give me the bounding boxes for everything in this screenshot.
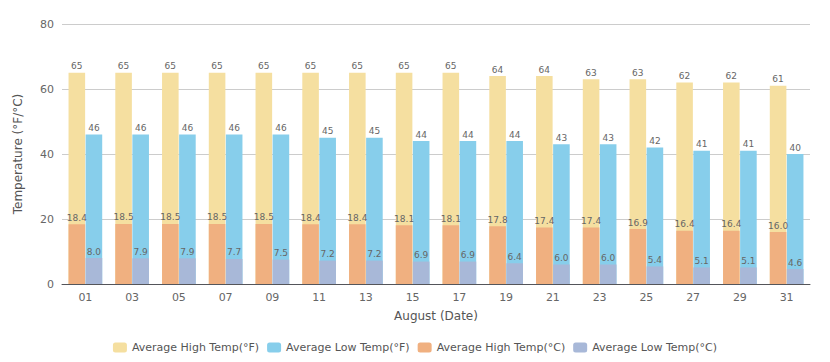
svg-text:6.9: 6.9 <box>461 250 476 260</box>
svg-text:16.0: 16.0 <box>768 221 788 231</box>
svg-text:65: 65 <box>118 61 129 71</box>
svg-text:Average High Temp(°F): Average High Temp(°F) <box>132 341 259 354</box>
svg-text:7.2: 7.2 <box>321 249 335 259</box>
svg-text:41: 41 <box>696 139 707 149</box>
svg-text:46: 46 <box>228 123 240 133</box>
svg-text:46: 46 <box>275 123 287 133</box>
svg-text:80: 80 <box>40 18 54 31</box>
svg-text:60: 60 <box>40 83 54 96</box>
svg-text:42: 42 <box>649 136 660 146</box>
svg-text:27: 27 <box>686 291 700 304</box>
svg-text:43: 43 <box>602 133 613 143</box>
svg-text:Average Low Temp(°C): Average Low Temp(°C) <box>592 341 717 354</box>
svg-text:41: 41 <box>743 139 754 149</box>
svg-text:19: 19 <box>499 291 513 304</box>
svg-text:7.9: 7.9 <box>134 247 149 257</box>
svg-text:65: 65 <box>71 61 82 71</box>
svg-text:6.9: 6.9 <box>414 250 429 260</box>
svg-text:25: 25 <box>639 291 653 304</box>
svg-text:5.1: 5.1 <box>741 256 755 266</box>
svg-text:07: 07 <box>219 291 233 304</box>
svg-text:62: 62 <box>679 71 690 81</box>
svg-text:August (Date): August (Date) <box>394 309 478 323</box>
svg-text:Average High Temp(°C): Average High Temp(°C) <box>437 341 566 354</box>
svg-text:18.5: 18.5 <box>114 212 134 222</box>
svg-text:43: 43 <box>556 133 567 143</box>
svg-text:45: 45 <box>369 126 380 136</box>
svg-text:7.9: 7.9 <box>180 247 195 257</box>
svg-text:11: 11 <box>312 291 326 304</box>
svg-text:18.1: 18.1 <box>441 214 461 224</box>
svg-text:18.4: 18.4 <box>347 213 367 223</box>
svg-text:65: 65 <box>305 61 316 71</box>
svg-text:03: 03 <box>125 291 139 304</box>
svg-text:05: 05 <box>172 291 186 304</box>
svg-text:01: 01 <box>78 291 92 304</box>
svg-text:63: 63 <box>585 68 596 78</box>
svg-text:62: 62 <box>726 71 737 81</box>
svg-text:44: 44 <box>415 130 427 140</box>
svg-text:31: 31 <box>780 291 794 304</box>
svg-text:46: 46 <box>135 123 147 133</box>
svg-text:40: 40 <box>40 148 54 161</box>
svg-text:20: 20 <box>40 213 54 226</box>
svg-text:7.7: 7.7 <box>227 247 241 257</box>
svg-text:46: 46 <box>88 123 100 133</box>
svg-text:0: 0 <box>47 278 54 291</box>
svg-text:63: 63 <box>632 68 643 78</box>
svg-text:65: 65 <box>352 61 363 71</box>
svg-text:18.1: 18.1 <box>394 214 414 224</box>
svg-text:46: 46 <box>182 123 194 133</box>
svg-text:7.5: 7.5 <box>274 248 288 258</box>
svg-text:8.0: 8.0 <box>87 247 102 257</box>
svg-text:65: 65 <box>165 61 176 71</box>
svg-text:18.4: 18.4 <box>67 213 87 223</box>
svg-text:65: 65 <box>398 61 409 71</box>
svg-text:4.6: 4.6 <box>788 258 803 268</box>
svg-text:16.9: 16.9 <box>628 218 648 228</box>
svg-text:17.4: 17.4 <box>534 216 554 226</box>
svg-text:45: 45 <box>322 126 333 136</box>
svg-text:29: 29 <box>733 291 747 304</box>
svg-text:13: 13 <box>359 291 373 304</box>
svg-text:44: 44 <box>462 130 474 140</box>
svg-text:5.4: 5.4 <box>648 255 663 265</box>
svg-text:18.4: 18.4 <box>301 213 321 223</box>
svg-text:6.0: 6.0 <box>554 253 569 263</box>
svg-text:6.0: 6.0 <box>601 253 616 263</box>
svg-text:40: 40 <box>789 143 801 153</box>
svg-text:61: 61 <box>772 74 783 84</box>
svg-text:6.4: 6.4 <box>508 252 523 262</box>
svg-text:09: 09 <box>265 291 279 304</box>
svg-text:Average Low Temp(°F): Average Low Temp(°F) <box>286 341 410 354</box>
svg-text:65: 65 <box>445 61 456 71</box>
svg-text:17: 17 <box>452 291 466 304</box>
svg-text:64: 64 <box>539 65 551 75</box>
svg-text:18.5: 18.5 <box>254 212 274 222</box>
svg-text:17.8: 17.8 <box>488 215 508 225</box>
svg-text:44: 44 <box>509 130 521 140</box>
svg-text:17.4: 17.4 <box>581 216 601 226</box>
svg-text:21: 21 <box>546 291 560 304</box>
svg-text:64: 64 <box>492 65 504 75</box>
svg-text:7.2: 7.2 <box>367 249 381 259</box>
svg-text:16.4: 16.4 <box>721 219 741 229</box>
svg-text:15: 15 <box>406 291 420 304</box>
svg-text:5.1: 5.1 <box>695 256 709 266</box>
svg-text:Temperature (°F/°C): Temperature (°F/°C) <box>11 94 25 216</box>
svg-text:18.5: 18.5 <box>207 212 227 222</box>
svg-text:23: 23 <box>593 291 607 304</box>
svg-text:65: 65 <box>258 61 269 71</box>
svg-text:16.4: 16.4 <box>675 219 695 229</box>
svg-text:18.5: 18.5 <box>160 212 180 222</box>
svg-text:65: 65 <box>211 61 222 71</box>
